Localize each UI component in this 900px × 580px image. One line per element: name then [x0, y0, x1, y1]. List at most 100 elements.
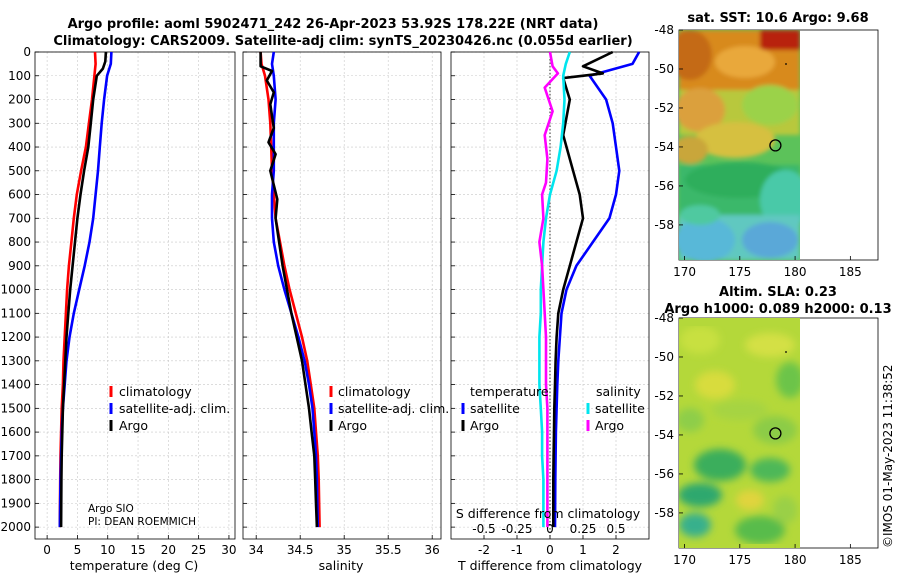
x-tick-label: 0	[43, 543, 51, 557]
map-dot	[785, 63, 787, 65]
map-dot	[785, 351, 787, 353]
temperature-xlabel: temperature (deg C)	[70, 558, 199, 573]
y-tick-label: 400	[8, 140, 31, 154]
x-tick-label: 34	[249, 543, 264, 557]
s-tick-label: 0	[546, 522, 554, 536]
x-tick-label: 35	[337, 543, 352, 557]
argo-position-marker	[769, 139, 782, 152]
copyright-text: ©IMOS 01-May-2023 11:38:52	[881, 364, 895, 548]
y-tick-label: -58	[654, 218, 674, 232]
sla-map-title-line2: Argo h1000: 0.089 h2000: 0.13	[664, 302, 891, 317]
x-tick-label: 175	[728, 265, 751, 279]
temperature-legend: climatology satellite-adj. clim. Argo	[109, 384, 230, 433]
salinity-xlabel: salinity	[319, 558, 364, 573]
y-tick-label: 0	[23, 45, 31, 59]
y-tick-label: 1400	[0, 378, 31, 392]
y-tick-label: 500	[8, 164, 31, 178]
sla-map: 170 175 180 185 -48 -50 -52 -54 -56 -58	[654, 311, 879, 567]
legend-label-s-argo: Argo	[595, 418, 624, 433]
series-s-argo	[538, 51, 560, 528]
legend-label-climatology: climatology	[119, 384, 192, 399]
y-tick-label: 600	[8, 188, 31, 202]
temperature-panel: 0100200300400500600700800900100011001200…	[0, 45, 236, 557]
difference-xlabel: T difference from climatology	[457, 558, 643, 573]
sla-map-image	[679, 318, 800, 548]
difference-panel: -2 -1 0 1 2 -0.5 -0.25 0 0.25 0.5	[450, 50, 650, 557]
sst-map-image	[679, 30, 800, 260]
x-tick-label: 180	[784, 265, 807, 279]
pi-line2: PI: DEAN ROEMMICH	[88, 516, 196, 528]
difference-top-xlabel: S difference from climatology	[456, 506, 641, 521]
salinity-panel: 34 34.5 35 35.5 36	[242, 51, 442, 557]
y-tick-label: -56	[654, 467, 674, 481]
x-tick-label: 170	[673, 553, 696, 567]
figure-title-line2: Climatology: CARS2009. Satellite-adj cli…	[53, 34, 632, 49]
y-tick-label: -52	[654, 101, 674, 115]
sst-map: 170 175 180 185 -48 -50 -52 -54 -56 -58	[654, 23, 879, 279]
s-tick-label: -0.5	[472, 522, 495, 536]
x-tick-label: 36	[425, 543, 440, 557]
series-t-satellite	[553, 51, 641, 528]
pi-line1: Argo SIO	[88, 503, 134, 515]
sla-map-title-line1: Altim. SLA: 0.23	[719, 285, 837, 300]
x-tick-label: 0	[546, 543, 554, 557]
x-tick-label: 180	[784, 553, 807, 567]
legend-label-t-satellite: satellite	[470, 401, 520, 416]
series-argo	[59, 51, 108, 528]
y-tick-label: 1300	[0, 354, 31, 368]
sla-map-axes: 170 175 180 185 -48 -50 -52 -54 -56 -58	[654, 311, 861, 567]
sst-map-axes: 170 175 180 185 -48 -50 -52 -54 -56 -58	[654, 23, 861, 279]
argo-position-marker	[769, 427, 782, 440]
x-tick-label: 25	[191, 543, 206, 557]
y-tick-label: 200	[8, 93, 31, 107]
axes-frame	[242, 51, 442, 540]
legend-label-climatology: climatology	[338, 384, 411, 399]
x-tick-label: 185	[839, 553, 862, 567]
y-tick-label: -52	[654, 389, 674, 403]
y-tick-label: 800	[8, 235, 31, 249]
y-tick-label: 2000	[0, 520, 31, 534]
x-tick-label: 2	[612, 543, 620, 557]
legend-label-s-satellite: satellite	[595, 401, 645, 416]
legend-label-satellite: satellite-adj. clim.	[119, 401, 230, 416]
y-tick-label: 100	[8, 69, 31, 83]
sst-map-title: sat. SST: 10.6 Argo: 9.68	[687, 11, 868, 26]
legend-label-satellite: satellite-adj. clim.	[338, 401, 449, 416]
series-satellite-adj-clim-	[270, 51, 320, 528]
legend-label-t-argo: Argo	[470, 418, 499, 433]
y-tick-label: 1600	[0, 425, 31, 439]
y-tick-label: -54	[654, 428, 674, 442]
y-tick-label: -54	[654, 140, 674, 154]
difference-legend: temperature salinity satellite Argo sate…	[461, 384, 645, 433]
series-climatology	[259, 51, 321, 528]
y-tick-label: 1100	[0, 306, 31, 320]
y-tick-label: 1500	[0, 401, 31, 415]
legend-title-salinity: salinity	[596, 384, 641, 399]
legend-label-argo: Argo	[338, 418, 367, 433]
y-tick-label: -58	[654, 506, 674, 520]
x-tick-label: 34.5	[287, 543, 314, 557]
y-tick-label: -48	[654, 311, 674, 325]
y-tick-label: 1200	[0, 330, 31, 344]
series-t-argo	[551, 50, 614, 528]
y-tick-label: 300	[8, 116, 31, 130]
x-tick-label: 35.5	[375, 543, 402, 557]
salinity-legend: climatology satellite-adj. clim. Argo	[329, 384, 449, 433]
y-tick-label: -50	[654, 62, 674, 76]
s-tick-label: 0.5	[606, 522, 625, 536]
x-tick-label: 170	[673, 265, 696, 279]
x-tick-label: 15	[130, 543, 145, 557]
y-tick-label: -56	[654, 179, 674, 193]
x-tick-label: -1	[511, 543, 523, 557]
y-tick-label: -50	[654, 350, 674, 364]
x-tick-label: 20	[161, 543, 176, 557]
legend-title-temperature: temperature	[470, 384, 549, 399]
s-tick-label: 0.25	[570, 522, 597, 536]
y-tick-label: -48	[654, 23, 674, 37]
s-tick-label: -0.25	[501, 522, 532, 536]
axes-frame	[34, 51, 236, 540]
x-tick-label: 30	[221, 543, 236, 557]
y-tick-label: 1900	[0, 496, 31, 510]
y-tick-label: 1800	[0, 473, 31, 487]
y-tick-label: 1700	[0, 449, 31, 463]
